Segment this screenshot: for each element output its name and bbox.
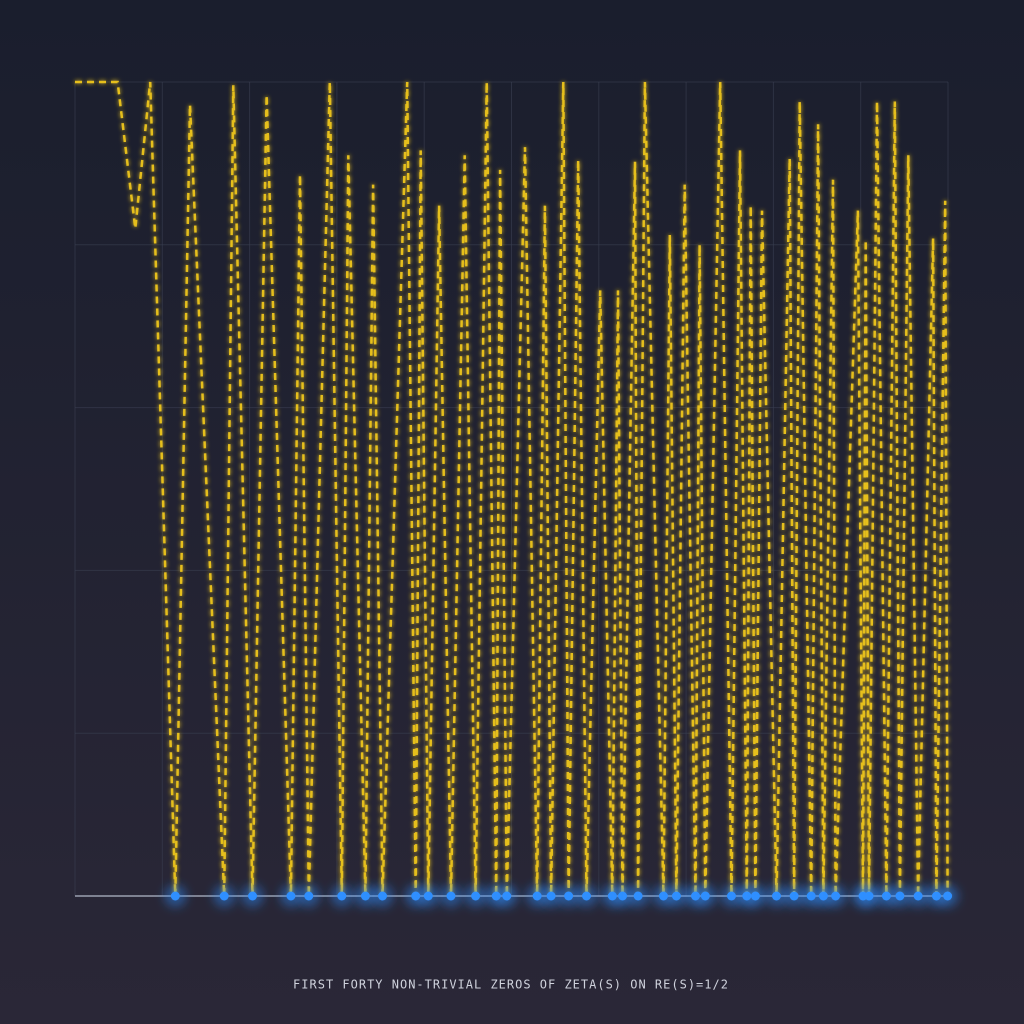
zero-point — [219, 891, 229, 901]
zero-point — [771, 891, 781, 901]
zero-point — [423, 891, 433, 901]
zero-point — [170, 891, 180, 901]
zero-point — [864, 891, 874, 901]
zero-point — [546, 891, 556, 901]
zero-point — [582, 891, 592, 901]
zero-point — [700, 891, 710, 901]
zero-point — [633, 891, 643, 901]
zero-point — [943, 891, 953, 901]
zero-point — [286, 891, 296, 901]
zero-point — [618, 891, 628, 901]
zero-point — [895, 891, 905, 901]
zero-point — [248, 891, 258, 901]
zero-point — [913, 891, 923, 901]
zero-point — [337, 891, 347, 901]
zero-point — [378, 891, 388, 901]
zero-point — [726, 891, 736, 901]
zero-point — [502, 891, 512, 901]
zero-point — [789, 891, 799, 901]
chart-title: FIRST FORTY NON-TRIVIAL ZEROS OF ZETA(S)… — [293, 978, 729, 992]
magnitude-curve — [75, 80, 949, 897]
zero-point — [360, 891, 370, 901]
zero-point — [471, 891, 481, 901]
zero-point — [881, 891, 891, 901]
zero-point — [564, 891, 574, 901]
zero-point — [446, 891, 456, 901]
zero-point — [831, 891, 841, 901]
zero-point — [750, 891, 760, 901]
zero-point — [532, 891, 542, 901]
zero-point — [671, 891, 681, 901]
zero-point — [304, 891, 314, 901]
